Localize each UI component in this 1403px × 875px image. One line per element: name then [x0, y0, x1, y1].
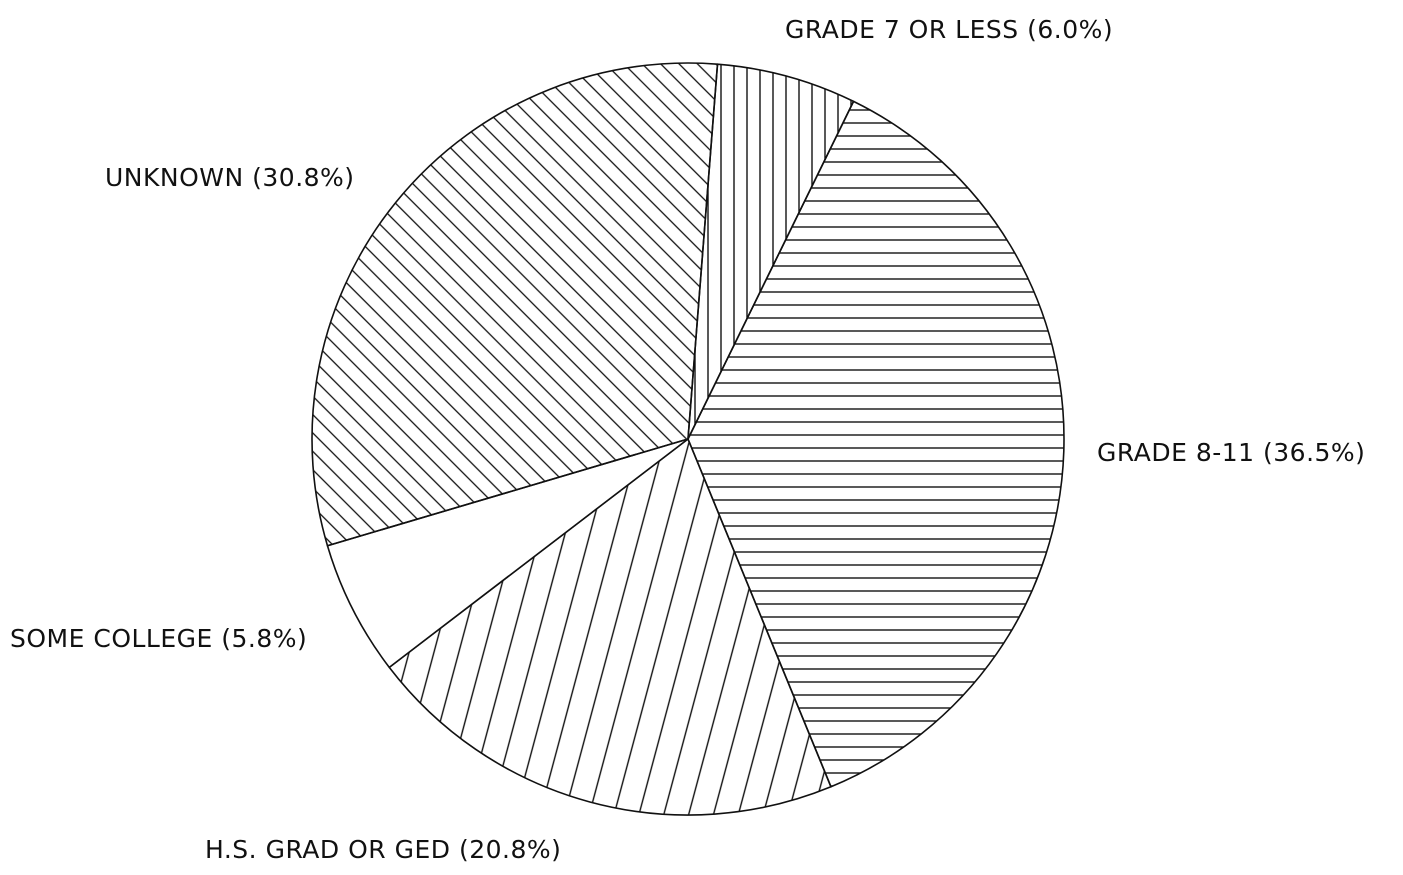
- slice-grade-8-11: [687, 100, 1065, 788]
- slice-label-hs-grad-or-ged: H.S. GRAD OR GED (20.8%): [205, 835, 561, 864]
- slice-h-s-grad-or-ged: [388, 438, 832, 816]
- slice-grade-7-or-less: [687, 63, 855, 440]
- slice-some-college: [326, 438, 689, 669]
- slice-label-some-college: SOME COLLEGE (5.8%): [10, 624, 307, 653]
- pie-slices: [311, 62, 1065, 816]
- slice-label-grade-7-or-less: GRADE 7 OR LESS (6.0%): [785, 15, 1113, 44]
- pie-labels: GRADE 7 OR LESS (6.0%) GRADE 8-11 (36.5%…: [10, 15, 1365, 864]
- slice-unknown: [311, 62, 719, 547]
- slice-label-grade-8-11: GRADE 8-11 (36.5%): [1097, 438, 1365, 467]
- slice-label-unknown: UNKNOWN (30.8%): [105, 163, 355, 192]
